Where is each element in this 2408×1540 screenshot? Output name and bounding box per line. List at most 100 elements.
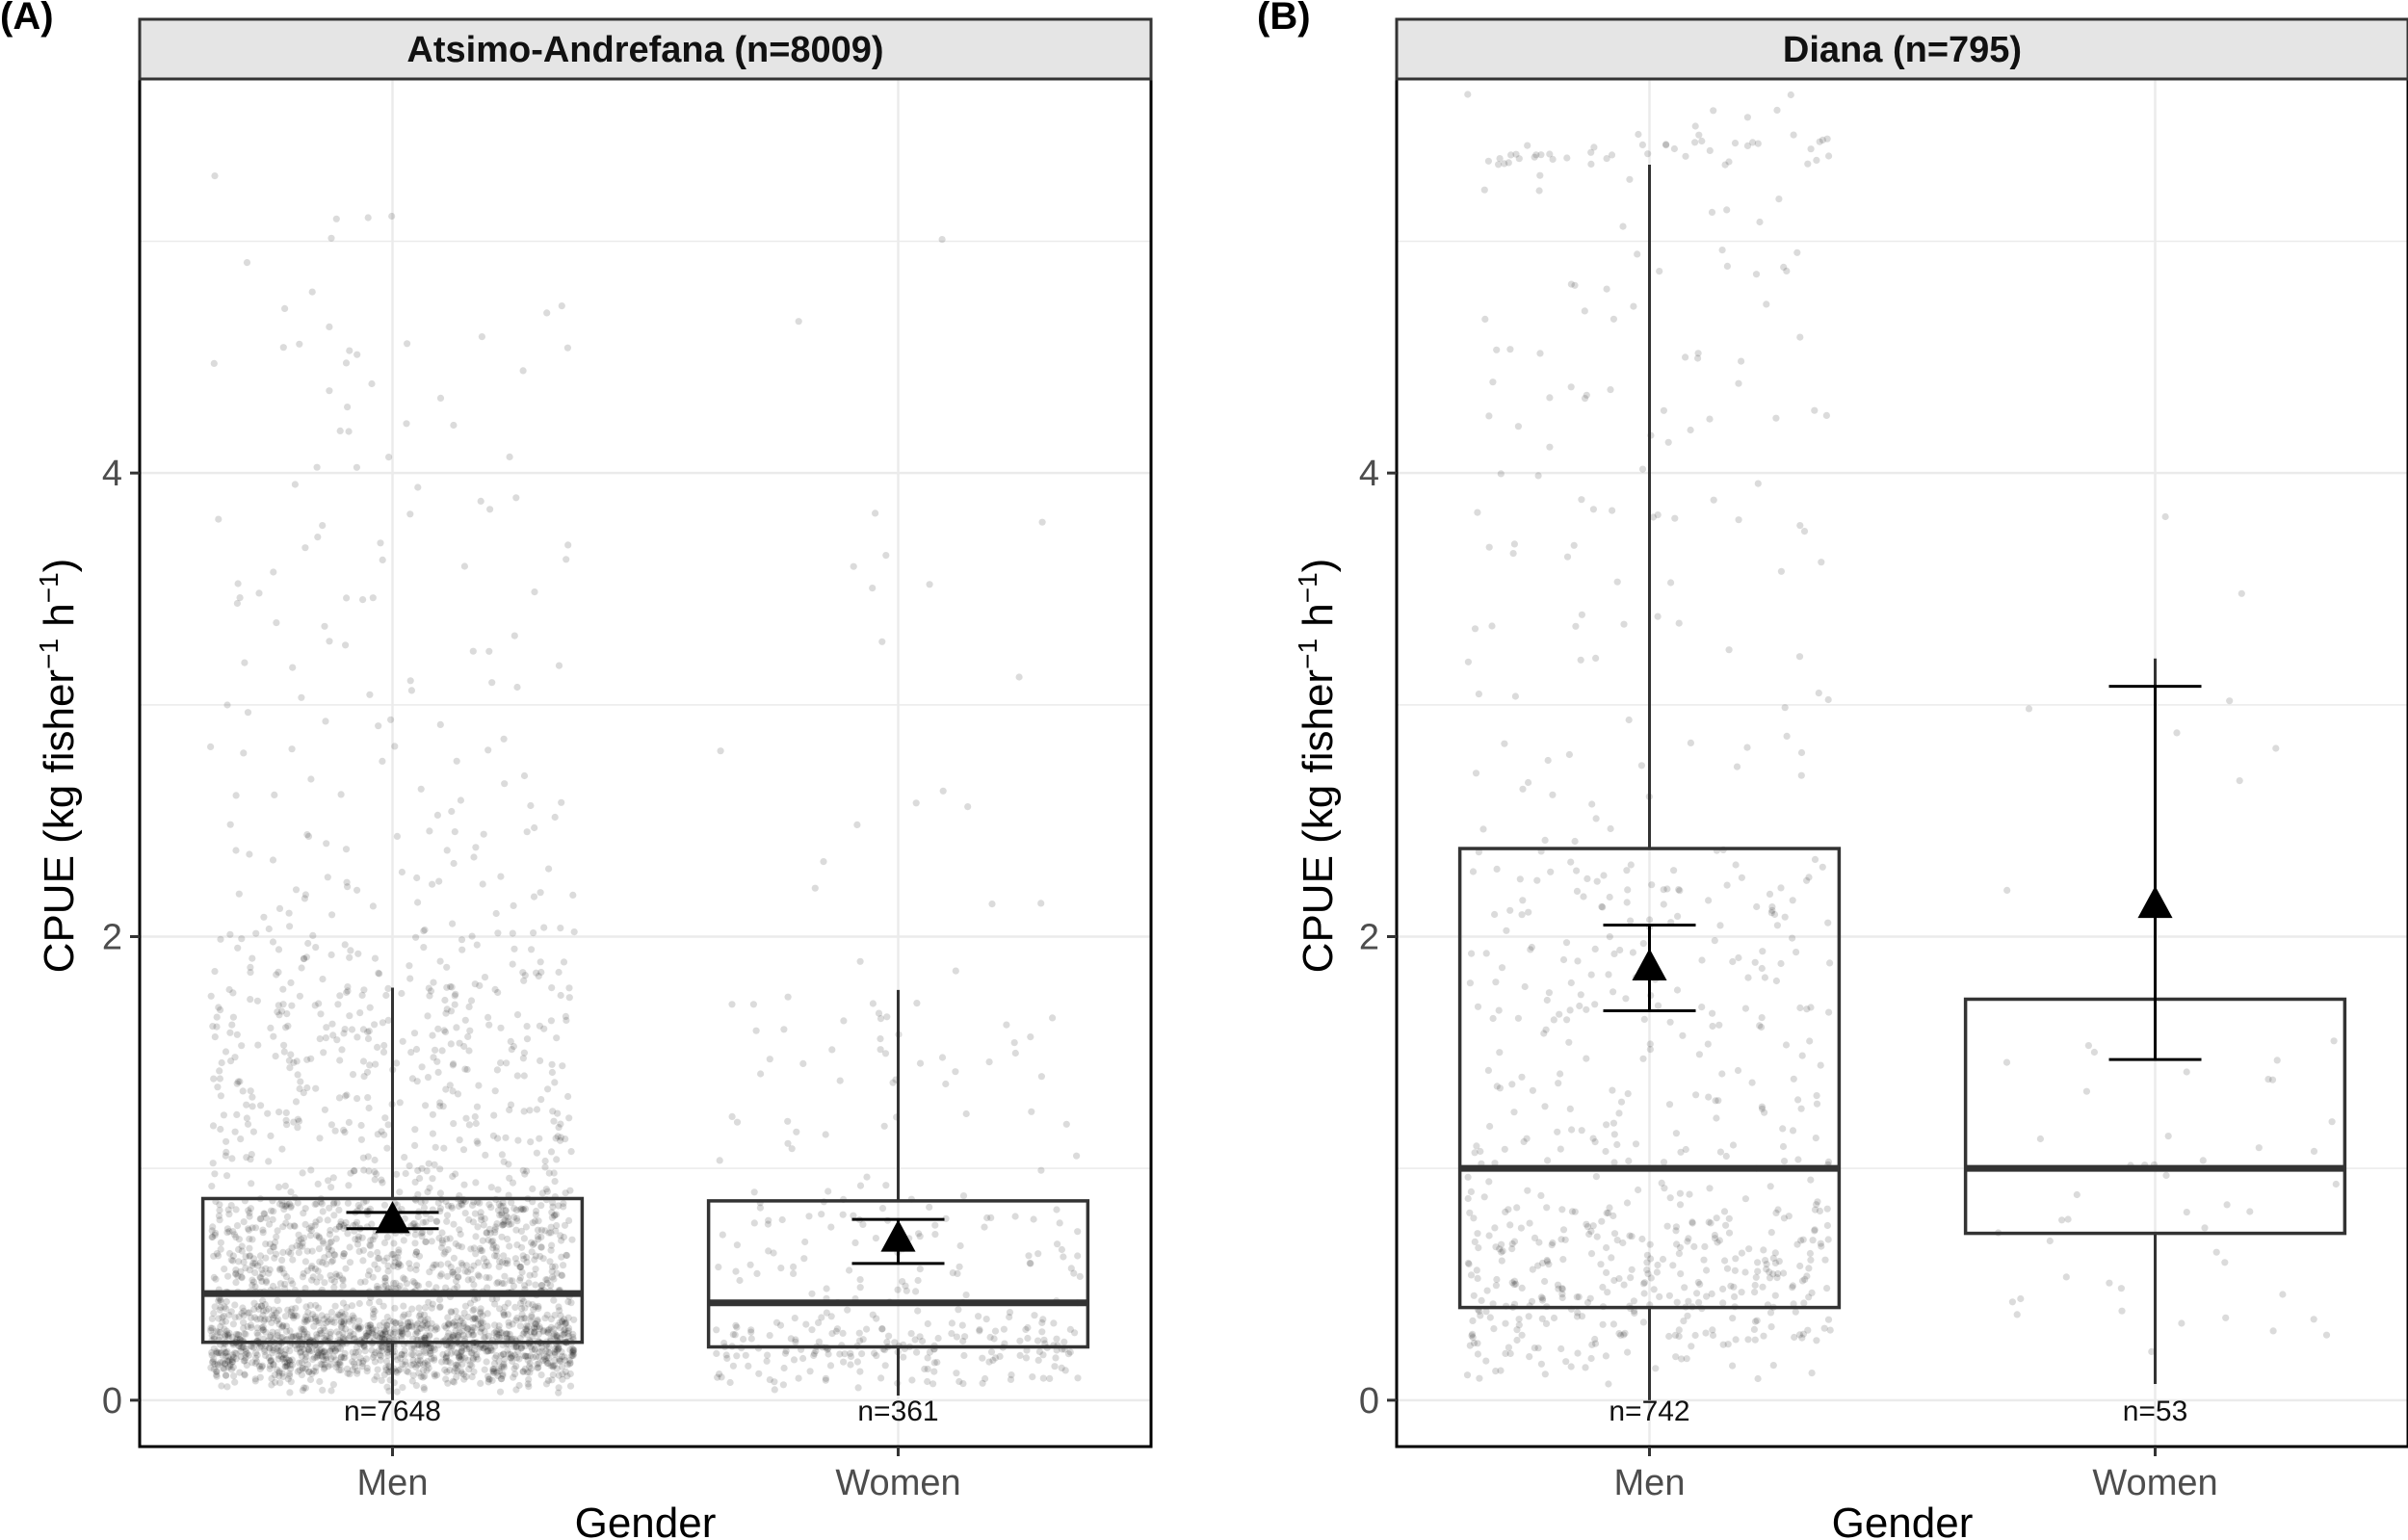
data-point xyxy=(1752,1273,1760,1281)
y-tick-label: 4 xyxy=(1359,454,1379,494)
data-point xyxy=(1767,1183,1774,1190)
data-point xyxy=(1644,1270,1652,1278)
data-point xyxy=(535,1330,543,1338)
data-point xyxy=(1600,872,1608,879)
data-point xyxy=(1602,1147,1610,1156)
data-point xyxy=(560,1262,567,1269)
data-point xyxy=(356,1204,364,1212)
data-point xyxy=(450,859,458,868)
data-point xyxy=(236,1078,244,1085)
data-point xyxy=(275,1372,283,1380)
data-point xyxy=(1693,1290,1701,1297)
data-point xyxy=(1489,378,1497,386)
data-point xyxy=(563,1372,571,1380)
data-point xyxy=(1468,1332,1476,1340)
data-point xyxy=(1563,1016,1571,1024)
data-point xyxy=(247,1343,255,1350)
data-point xyxy=(1525,908,1532,916)
data-point xyxy=(532,1211,540,1218)
data-point xyxy=(525,1383,533,1391)
data-point xyxy=(270,1344,277,1352)
data-point xyxy=(317,1345,325,1353)
data-point xyxy=(1754,480,1762,487)
n-labels-a: n=7648 n=361 xyxy=(344,1396,939,1427)
data-point xyxy=(251,1283,259,1291)
data-point xyxy=(808,1326,816,1334)
data-point xyxy=(231,1054,239,1061)
data-point xyxy=(1563,154,1571,162)
data-point xyxy=(1785,1213,1793,1220)
data-point xyxy=(425,1344,433,1351)
data-point xyxy=(298,1352,305,1360)
data-point xyxy=(1536,350,1544,357)
data-point xyxy=(1066,1348,1074,1356)
data-point xyxy=(792,1338,799,1345)
data-point xyxy=(212,1275,220,1283)
data-point xyxy=(420,1347,428,1355)
n-count-label: n=742 xyxy=(1609,1396,1689,1427)
data-point xyxy=(419,1218,427,1226)
data-point xyxy=(396,1282,404,1290)
data-point xyxy=(343,878,351,886)
data-point xyxy=(1670,144,1678,153)
data-point xyxy=(371,1021,379,1029)
data-point xyxy=(508,1354,515,1362)
data-point xyxy=(213,1327,221,1335)
data-point xyxy=(795,1374,802,1382)
data-point xyxy=(1800,1299,1808,1307)
data-point xyxy=(411,1141,419,1149)
data-point xyxy=(391,1259,399,1266)
data-point xyxy=(1506,1349,1514,1358)
data-point xyxy=(286,1389,294,1396)
data-point xyxy=(302,1353,310,1361)
data-point xyxy=(2279,1291,2287,1298)
data-point xyxy=(1518,911,1526,919)
data-point xyxy=(1464,1194,1472,1203)
data-point xyxy=(459,1146,468,1154)
data-point xyxy=(275,1200,284,1208)
data-point xyxy=(1481,315,1489,323)
data-point xyxy=(1676,1201,1685,1209)
data-point xyxy=(438,1047,446,1055)
data-point xyxy=(477,1343,484,1350)
data-point xyxy=(1531,1344,1538,1352)
data-point xyxy=(210,1310,218,1318)
data-point xyxy=(560,1331,568,1339)
data-point xyxy=(435,1235,443,1242)
data-point xyxy=(1543,1258,1552,1266)
data-point xyxy=(300,955,307,963)
data-point xyxy=(360,1198,368,1206)
data-point xyxy=(877,1035,884,1043)
data-point xyxy=(1477,1147,1484,1156)
data-point xyxy=(523,1331,531,1339)
data-point xyxy=(414,1357,422,1365)
data-point xyxy=(1489,1014,1497,1023)
data-point xyxy=(484,1284,491,1292)
data-point xyxy=(564,1324,573,1332)
data-point xyxy=(301,1328,308,1336)
data-point xyxy=(562,1189,569,1197)
data-point xyxy=(228,1355,236,1363)
data-point xyxy=(352,1221,359,1229)
data-point xyxy=(234,1272,242,1280)
data-point xyxy=(455,1352,463,1360)
data-point xyxy=(227,1308,235,1316)
data-point xyxy=(425,1298,432,1306)
data-point xyxy=(558,1348,565,1356)
data-point xyxy=(237,1135,245,1143)
data-point xyxy=(441,1248,449,1256)
data-point xyxy=(1671,514,1679,522)
data-point xyxy=(877,1046,884,1054)
data-point xyxy=(1723,262,1731,270)
data-point xyxy=(312,1368,320,1375)
data-point xyxy=(916,1333,924,1341)
data-point xyxy=(521,1343,529,1350)
data-point xyxy=(497,1351,505,1360)
data-point xyxy=(828,1046,836,1054)
data-point xyxy=(396,1319,404,1327)
data-point xyxy=(231,1349,239,1357)
data-point xyxy=(1501,1145,1508,1153)
data-point xyxy=(275,1320,283,1328)
data-point xyxy=(525,1300,533,1308)
data-point xyxy=(1471,625,1479,633)
